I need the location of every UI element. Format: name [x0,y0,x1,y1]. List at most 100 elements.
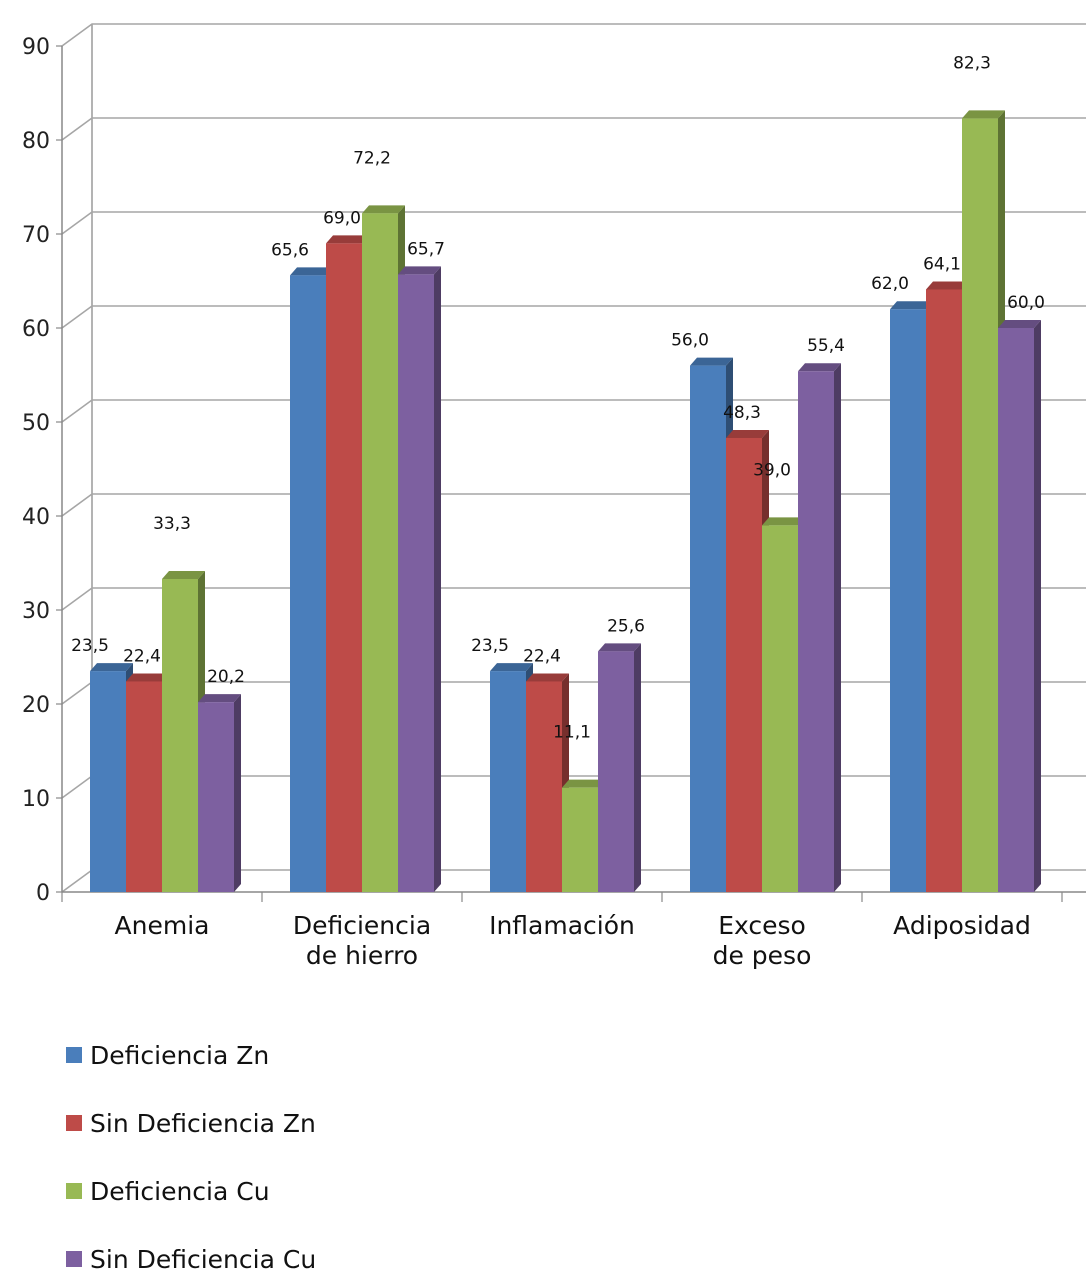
bar-top [526,673,569,682]
legend-label: Sin Deficiencia Cu [90,1245,316,1272]
data-label: 65,7 [407,239,445,259]
legend-swatch [66,1115,82,1131]
bar [926,281,969,893]
bar-top [598,643,641,652]
bar-top [998,320,1041,328]
bar-top [198,694,241,703]
data-label: 39,0 [753,460,791,480]
data-label: 48,3 [723,403,761,423]
bar-front [526,681,562,892]
bar-front [962,118,998,892]
y-tick-label: 0 [36,881,50,906]
legend-item: Sin Deficiencia Zn [66,1109,316,1138]
bar-top [398,266,441,275]
bars [90,110,1041,893]
data-label: 22,4 [123,646,161,666]
bar-front [162,578,198,892]
bar-front [890,309,926,892]
data-label: 64,1 [923,254,961,274]
data-label: 23,5 [471,636,509,656]
bar-front [90,671,126,892]
category-label: Inflamación [489,911,635,940]
bar-front [926,289,962,893]
bar [198,694,241,892]
y-tick-label: 30 [22,599,50,624]
data-label: 25,6 [607,616,645,636]
bar-front [198,702,234,892]
bar-top [926,281,969,290]
data-label: 55,4 [807,336,845,356]
bar-side [1034,320,1041,892]
bar-top [290,267,333,276]
gridline [61,305,1086,329]
bar-front [998,328,1034,892]
y-tick-label: 90 [22,35,50,60]
gridline [61,23,1086,47]
bar-top [326,235,369,244]
category-label: Anemia [115,911,210,940]
bar-top [726,429,769,438]
data-label: 23,5 [71,636,109,656]
gridline [61,117,1086,141]
bar-top [798,363,841,372]
bar [798,363,841,892]
bar-top [126,673,169,682]
legend-label: Deficiencia Zn [90,1041,269,1070]
bar-front [126,681,162,892]
data-label: 72,2 [353,148,391,168]
data-label: 20,2 [207,667,245,687]
bar-front [598,651,634,892]
y-tick-label: 80 [22,129,50,154]
bar [998,320,1041,892]
bar-top [162,570,205,579]
legend-swatch [66,1251,82,1267]
data-label: 69,0 [323,208,361,228]
y-tick-label: 60 [22,317,50,342]
bar-side [834,363,841,892]
bar-top [490,663,533,672]
bar-side [234,694,241,892]
data-label: 22,4 [523,646,561,666]
gridline [61,399,1086,423]
bar-top [962,110,1005,119]
data-label: 60,0 [1007,293,1045,313]
bar [598,643,641,892]
bar-front [290,275,326,892]
data-label: 62,0 [871,274,909,294]
gridline [61,211,1086,235]
bar-top [90,663,133,672]
legend-label: Deficiencia Cu [90,1177,270,1206]
bar-front [762,525,798,892]
bar [526,673,569,892]
legend-item: Deficiencia Cu [66,1177,270,1206]
data-label: 33,3 [153,514,191,534]
category-label: Deficiencia de hierro [293,911,431,970]
y-tick-label: 10 [22,787,50,812]
bar-top [690,357,733,366]
y-tick-label: 40 [22,505,50,530]
bar-front [490,671,526,892]
axes: 0 10 20 30 40 50 60 70 80 90 Anemia Deficiencia de h… [22,35,1086,970]
data-label: 56,0 [671,331,709,351]
y-tick-label: 50 [22,411,50,436]
data-label: 65,6 [271,240,309,260]
bar [562,779,605,892]
legend: Deficiencia Zn Sin Deficiencia Zn Deficien… [66,1041,316,1274]
legend-swatch [66,1047,82,1063]
bar-side [434,266,441,892]
data-label: 82,3 [953,53,991,73]
bar-top [762,517,805,526]
category-label: Adiposidad [893,911,1031,940]
bar-top [890,301,933,310]
legend-item: Deficiencia Zn [66,1041,269,1070]
legend-swatch [66,1183,82,1199]
legend-item: Sin Deficiencia Cu [66,1245,316,1274]
category-label: Exceso de peso [713,911,812,970]
legend-label: Sin Deficiencia Zn [90,1109,316,1138]
bar [398,266,441,892]
bar-front [562,787,598,892]
bar-front [798,371,834,892]
bar-front [690,365,726,893]
y-tick-label: 20 [22,693,50,718]
